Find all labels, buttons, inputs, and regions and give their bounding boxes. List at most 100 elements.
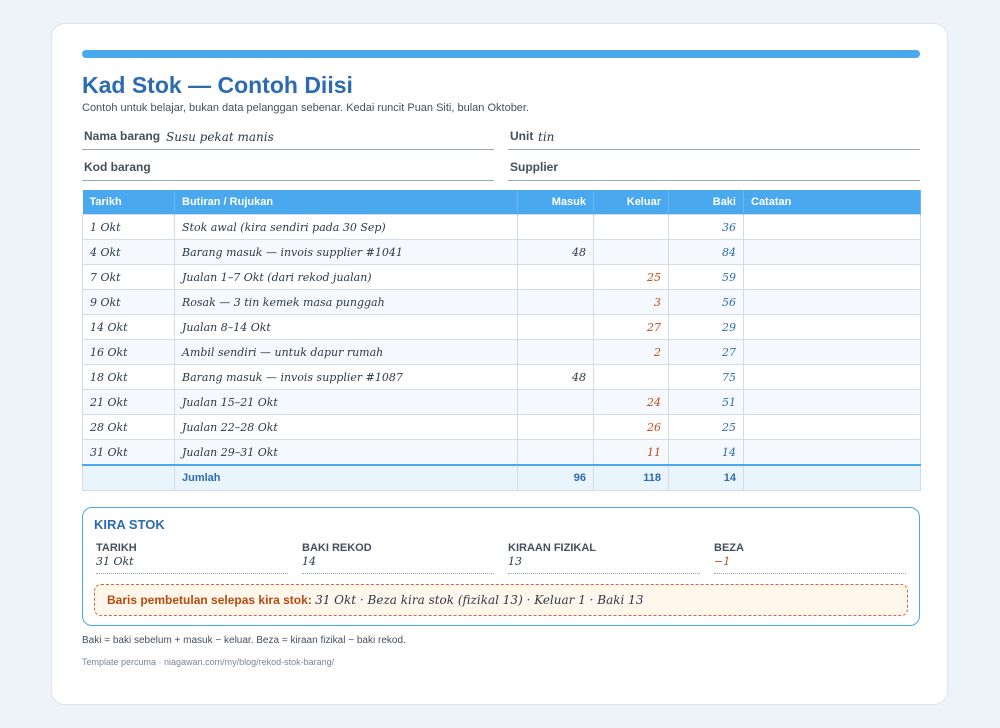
unit-label: Unit bbox=[510, 129, 534, 143]
physical-count-value: 13 bbox=[508, 555, 522, 568]
formula-note: Baki = baki sebelum + masuk − keluar. Be… bbox=[82, 635, 406, 646]
cell-in[interactable] bbox=[517, 339, 594, 365]
unit-field[interactable]: Unit tin bbox=[508, 124, 920, 150]
table-row: 28 Okt Jualan 22–28 Okt 26 25 bbox=[82, 414, 921, 440]
cell-out[interactable]: 25 bbox=[593, 264, 669, 290]
adjustment-label: Baris pembetulan selepas kira stok: bbox=[107, 593, 312, 607]
cell-out[interactable]: 11 bbox=[593, 439, 669, 466]
cell-balance[interactable]: 27 bbox=[668, 339, 744, 365]
table-row: 16 Okt Ambil sendiri — untuk dapur rumah 2… bbox=[82, 339, 921, 365]
record-balance-value: 14 bbox=[302, 555, 316, 568]
cell-note[interactable] bbox=[743, 439, 921, 466]
total-note-cell bbox=[743, 464, 921, 491]
col-header-note: Catatan bbox=[743, 190, 921, 215]
cell-balance[interactable]: 56 bbox=[668, 289, 744, 315]
cell-date[interactable]: 31 Okt bbox=[82, 439, 175, 466]
cell-date[interactable]: 21 Okt bbox=[82, 389, 175, 415]
cell-date[interactable]: 9 Okt bbox=[82, 289, 175, 315]
cell-note[interactable] bbox=[743, 389, 921, 415]
cell-note[interactable] bbox=[743, 414, 921, 440]
record-balance-cell[interactable]: BAKI REKOD 14 bbox=[302, 542, 494, 574]
cell-detail[interactable]: Jualan 29–31 Okt bbox=[174, 439, 518, 466]
cell-note[interactable] bbox=[743, 289, 921, 315]
count-date-cell[interactable]: TARIKH 31 Okt bbox=[96, 542, 288, 574]
accent-bar bbox=[82, 50, 920, 58]
cell-out[interactable]: 2 bbox=[593, 339, 669, 365]
cell-detail[interactable]: Jualan 15–21 Okt bbox=[174, 389, 518, 415]
physical-count-label: KIRAAN FIZIKAL bbox=[508, 542, 596, 554]
cell-in[interactable] bbox=[517, 289, 594, 315]
cell-note[interactable] bbox=[743, 214, 921, 240]
count-date-value: 31 Okt bbox=[96, 555, 134, 568]
total-balance: 14 bbox=[668, 464, 744, 491]
difference-cell[interactable]: BEZA −1 bbox=[714, 542, 906, 574]
unit-value: tin bbox=[538, 130, 555, 144]
supplier-label: Supplier bbox=[510, 160, 559, 174]
cell-detail[interactable]: Barang masuk — invois supplier #1041 bbox=[174, 239, 518, 265]
cell-balance[interactable]: 36 bbox=[668, 214, 744, 240]
cell-in[interactable] bbox=[517, 389, 594, 415]
cell-note[interactable] bbox=[743, 239, 921, 265]
item-name-label: Nama barang bbox=[84, 129, 161, 143]
cell-date[interactable]: 28 Okt bbox=[82, 414, 175, 440]
cell-out[interactable]: 26 bbox=[593, 414, 669, 440]
cell-balance[interactable]: 84 bbox=[668, 239, 744, 265]
table-row: 4 Okt Barang masuk — invois supplier #104… bbox=[82, 239, 921, 265]
item-name-field[interactable]: Nama barang Susu pekat manis bbox=[82, 124, 494, 150]
supplier-field[interactable]: Supplier bbox=[508, 155, 920, 181]
cell-in[interactable]: 48 bbox=[517, 239, 594, 265]
total-row: Jumlah 96 118 14 bbox=[82, 464, 921, 491]
cell-date[interactable]: 1 Okt bbox=[82, 214, 175, 240]
table-header-row: Tarikh Butiran / Rujukan Masuk Keluar Ba… bbox=[82, 190, 921, 215]
table-row: 1 Okt Stok awal (kira sendiri pada 30 Sep… bbox=[82, 214, 921, 240]
cell-in[interactable]: 48 bbox=[517, 364, 594, 390]
cell-detail[interactable]: Barang masuk — invois supplier #1087 bbox=[174, 364, 518, 390]
cell-note[interactable] bbox=[743, 364, 921, 390]
cell-out[interactable]: 27 bbox=[593, 314, 669, 340]
adjustment-note: Baris pembetulan selepas kira stok: 31 O… bbox=[94, 584, 908, 616]
table-row: 18 Okt Barang masuk — invois supplier #10… bbox=[82, 364, 921, 390]
cell-detail[interactable]: Jualan 22–28 Okt bbox=[174, 414, 518, 440]
footer-credit: Template percuma · niagawan.com/my/blog/… bbox=[82, 657, 335, 667]
cell-date[interactable]: 7 Okt bbox=[82, 264, 175, 290]
cell-balance[interactable]: 14 bbox=[668, 439, 744, 466]
cell-out[interactable] bbox=[593, 214, 669, 240]
cell-date[interactable]: 18 Okt bbox=[82, 364, 175, 390]
col-header-detail: Butiran / Rujukan bbox=[174, 190, 518, 215]
cell-balance[interactable]: 29 bbox=[668, 314, 744, 340]
cell-out[interactable] bbox=[593, 364, 669, 390]
cell-detail[interactable]: Jualan 1–7 Okt (dari rekod jualan) bbox=[174, 264, 518, 290]
cell-note[interactable] bbox=[743, 339, 921, 365]
cell-in[interactable] bbox=[517, 414, 594, 440]
cell-balance[interactable]: 51 bbox=[668, 389, 744, 415]
cell-in[interactable] bbox=[517, 439, 594, 466]
item-code-field[interactable]: Kod barang bbox=[82, 155, 494, 181]
cell-balance[interactable]: 25 bbox=[668, 414, 744, 440]
cell-detail[interactable]: Stok awal (kira sendiri pada 30 Sep) bbox=[174, 214, 518, 240]
cell-out[interactable] bbox=[593, 239, 669, 265]
table-row: 9 Okt Rosak — 3 tin kemek masa punggah 3 56 bbox=[82, 289, 921, 315]
total-in: 96 bbox=[517, 464, 594, 491]
cell-in[interactable] bbox=[517, 214, 594, 240]
col-header-out: Keluar bbox=[593, 190, 669, 215]
cell-out[interactable]: 3 bbox=[593, 289, 669, 315]
cell-balance[interactable]: 75 bbox=[668, 364, 744, 390]
cell-note[interactable] bbox=[743, 264, 921, 290]
cell-in[interactable] bbox=[517, 264, 594, 290]
cell-balance[interactable]: 59 bbox=[668, 264, 744, 290]
col-header-balance: Baki bbox=[668, 190, 744, 215]
stock-count-box: KIRA STOK TARIKH 31 Okt BAKI REKOD 14 KI… bbox=[82, 507, 920, 626]
cell-detail[interactable]: Ambil sendiri — untuk dapur rumah bbox=[174, 339, 518, 365]
physical-count-cell[interactable]: KIRAAN FIZIKAL 13 bbox=[508, 542, 700, 574]
col-header-date: Tarikh bbox=[82, 190, 175, 215]
cell-date[interactable]: 16 Okt bbox=[82, 339, 175, 365]
page-subtitle: Contoh untuk belajar, bukan data pelangg… bbox=[82, 102, 530, 114]
cell-in[interactable] bbox=[517, 314, 594, 340]
cell-date[interactable]: 14 Okt bbox=[82, 314, 175, 340]
cell-detail[interactable]: Rosak — 3 tin kemek masa punggah bbox=[174, 289, 518, 315]
cell-note[interactable] bbox=[743, 314, 921, 340]
cell-date[interactable]: 4 Okt bbox=[82, 239, 175, 265]
cell-detail[interactable]: Jualan 8–14 Okt bbox=[174, 314, 518, 340]
cell-out[interactable]: 24 bbox=[593, 389, 669, 415]
total-label: Jumlah bbox=[174, 464, 518, 491]
